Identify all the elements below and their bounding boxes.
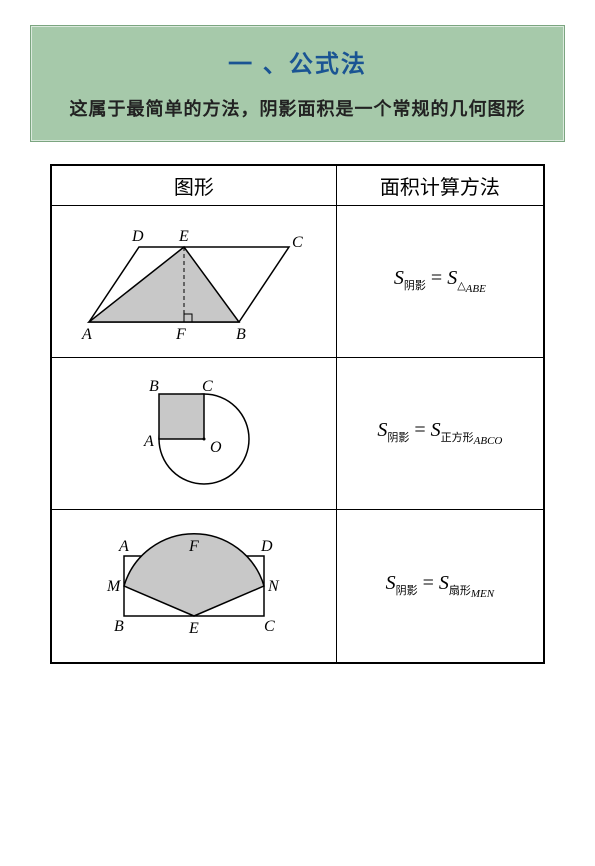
figure-square-circle: A B C O <box>64 364 324 504</box>
label-E: E <box>188 620 199 637</box>
formula-lhs: S <box>386 572 396 594</box>
label-D: D <box>260 538 273 555</box>
label-A: A <box>81 326 92 343</box>
table-header-row: 图形 面积计算方法 <box>52 166 543 206</box>
formula-cell: S阴影 = S扇形MEN <box>337 510 543 662</box>
label-B: B <box>114 618 124 635</box>
header-box: 一 、公式法 这属于最简单的方法，阴影面积是一个常规的几何图形 <box>30 25 565 142</box>
figure-cell: A F D M N B E C <box>52 510 337 662</box>
formula-rhs-sub: MEN <box>471 588 494 600</box>
formula-rhs-sub: ABE <box>466 284 486 296</box>
figure-rect-sector: A F D M N B E C <box>64 521 324 651</box>
label-F: F <box>175 326 186 343</box>
formula-rhs-sub: ABCO <box>474 436 503 448</box>
formula-lhs: S <box>394 267 404 289</box>
label-C: C <box>202 378 213 395</box>
formula-lhs-sub: 阴影 <box>396 585 418 597</box>
geometry-table: 图形 面积计算方法 A B C D E F <box>50 164 545 664</box>
table-row: A B C O S阴影 = S正方形ABCO <box>52 358 543 510</box>
formula-rhs-sub-cn: 正方形 <box>441 432 474 444</box>
formula-rhs-sub-cn: 扇形 <box>449 585 471 597</box>
formula-lhs-sub: 阴影 <box>404 280 426 292</box>
table-row: A F D M N B E C S阴影 = S扇形MEN <box>52 510 543 662</box>
formula-cell: S阴影 = S△ABE <box>337 206 543 357</box>
formula-cell: S阴影 = S正方形ABCO <box>337 358 543 509</box>
figure-cell: A B C D E F <box>52 206 337 357</box>
label-A: A <box>118 538 129 555</box>
formula-eq: = <box>423 572 439 594</box>
label-F: F <box>188 538 199 555</box>
formula-lhs-sub: 阴影 <box>387 432 409 444</box>
label-B: B <box>236 326 246 343</box>
figure-cell: A B C O <box>52 358 337 509</box>
subtitle: 这属于最简单的方法，阴影面积是一个常规的几何图形 <box>41 95 554 121</box>
formula-eq: = <box>431 267 447 289</box>
formula-rhs-sub-sym: △ <box>457 280 465 292</box>
formula: S阴影 = S△ABE <box>394 267 486 295</box>
label-A: A <box>143 433 154 450</box>
figure-parallelogram: A B C D E F <box>64 217 324 347</box>
label-E: E <box>178 228 189 245</box>
col-header-formula: 面积计算方法 <box>337 166 543 205</box>
formula-lhs: S <box>377 419 387 441</box>
title: 一 、公式法 <box>41 44 554 79</box>
label-O: O <box>210 439 222 456</box>
formula: S阴影 = S正方形ABCO <box>377 419 502 447</box>
formula-rhs: S <box>447 267 457 289</box>
label-C: C <box>292 234 303 251</box>
formula-eq: = <box>414 419 430 441</box>
formula: S阴影 = S扇形MEN <box>386 572 495 600</box>
formula-rhs: S <box>431 419 441 441</box>
label-N: N <box>267 578 280 595</box>
table-row: A B C D E F S阴影 = S△ABE <box>52 206 543 358</box>
label-B: B <box>149 378 159 395</box>
label-M: M <box>106 578 122 595</box>
formula-rhs: S <box>439 572 449 594</box>
label-D: D <box>131 228 144 245</box>
col-header-figure: 图形 <box>52 166 337 205</box>
label-C: C <box>264 618 275 635</box>
